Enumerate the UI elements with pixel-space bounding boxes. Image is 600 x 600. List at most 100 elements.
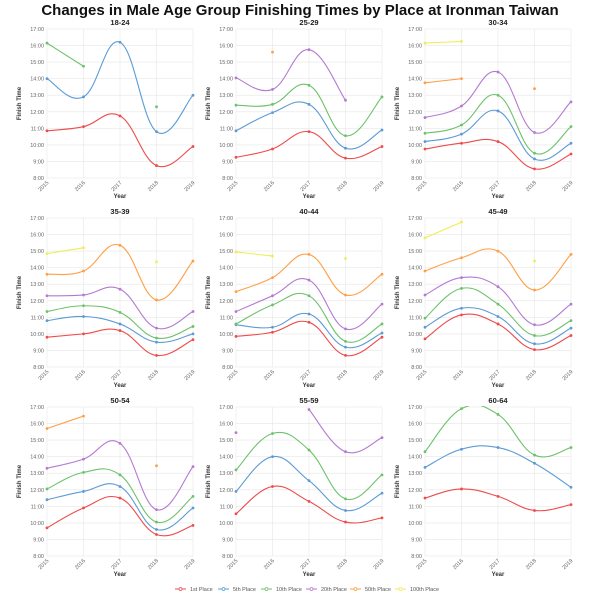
legend-swatch-marker: [353, 587, 358, 591]
legend-label: 10th Place: [276, 587, 302, 593]
x-tick-label: 2018: [525, 558, 538, 571]
y-tick-label: 15:00: [219, 60, 233, 66]
data-point: [45, 77, 49, 81]
data-point: [380, 128, 384, 132]
data-point: [191, 332, 195, 336]
data-point: [533, 323, 536, 327]
x-tick-label: 2015: [227, 369, 240, 382]
panel-50-54: 50-54 8:00 9:00 10:00 11:00 12:00 13:00 14:00 15…: [17, 396, 196, 578]
panel-40-44: 40-44 8:00 9:00 10:00 11:00 12:00 13:00 14:00 15…: [206, 207, 385, 389]
y-axis-label: Finish Time: [17, 86, 23, 120]
series-line-20th-place: [47, 440, 193, 511]
panel-35-39: 35-39 8:00 9:00 10:00 11:00 12:00 13:00 14:00 15…: [17, 207, 196, 389]
data-point: [569, 253, 573, 256]
y-tick-label: 14:00: [219, 455, 233, 461]
data-point: [460, 132, 463, 136]
data-point: [118, 322, 122, 326]
y-tick-label: 17:00: [219, 27, 233, 33]
y-tick-label: 9:00: [222, 537, 233, 543]
y-tick-label: 11:00: [31, 315, 44, 321]
data-point: [423, 316, 427, 320]
data-point: [155, 528, 158, 531]
series-line-50th-place: [425, 78, 462, 84]
data-point: [82, 269, 85, 273]
x-axis-label: Year: [492, 383, 505, 389]
data-point: [344, 327, 347, 331]
y-tick-label: 14:00: [408, 455, 422, 461]
data-point: [423, 81, 427, 85]
data-point: [45, 526, 49, 530]
panel-title: 30-34: [488, 18, 508, 27]
data-point: [82, 332, 85, 336]
data-point: [271, 147, 274, 151]
x-tick-label: 2017: [111, 369, 124, 382]
data-point: [569, 152, 573, 156]
y-tick-label: 13:00: [30, 282, 44, 288]
data-point: [380, 436, 384, 440]
series-line-100th-place: [47, 247, 84, 255]
y-tick-label: 9:00: [411, 348, 422, 354]
x-axis-label: Year: [114, 572, 127, 578]
data-point: [271, 455, 274, 459]
data-point: [569, 141, 573, 145]
y-tick-label: 10:00: [408, 521, 422, 527]
data-point: [191, 325, 195, 328]
x-tick-label: 2018: [336, 369, 349, 382]
data-point: [460, 123, 463, 127]
data-point: [45, 466, 49, 470]
data-point: [460, 220, 463, 224]
data-point: [307, 312, 311, 316]
y-tick-label: 13:00: [219, 93, 233, 99]
data-point: [533, 131, 536, 134]
y-tick-label: 12:00: [30, 488, 44, 494]
data-point: [423, 496, 427, 500]
legend-item: 10th Place: [261, 587, 302, 593]
data-point: [569, 326, 573, 330]
data-point: [380, 322, 384, 326]
x-tick-label: 2015: [416, 558, 429, 571]
y-tick-label: 8:00: [411, 554, 422, 560]
legend-item: 5th Place: [218, 587, 256, 593]
data-point: [155, 130, 158, 134]
series-line-100th-place: [425, 40, 462, 44]
y-tick-label: 13:00: [408, 282, 422, 288]
y-tick-label: 8:00: [411, 176, 422, 182]
data-point: [344, 146, 347, 150]
legend-item: 1st Place: [175, 587, 213, 593]
y-tick-label: 9:00: [33, 159, 44, 165]
data-point: [155, 520, 158, 524]
y-axis-label: Finish Time: [206, 275, 212, 309]
data-point: [344, 509, 347, 512]
y-tick-label: 11:00: [31, 504, 44, 510]
data-point: [307, 278, 311, 282]
data-point: [271, 294, 274, 298]
data-point: [533, 461, 536, 465]
data-point: [496, 70, 500, 74]
data-point: [496, 140, 500, 143]
y-tick-label: 10:00: [30, 332, 44, 338]
x-axis-label: Year: [303, 383, 316, 389]
data-point: [271, 254, 274, 258]
panel-45-49: 45-49 8:00 9:00 10:00 11:00 12:00 13:00 14:00 15…: [395, 207, 574, 389]
data-point: [82, 64, 85, 68]
data-point: [307, 320, 311, 324]
y-tick-label: 8:00: [33, 176, 44, 182]
data-point: [155, 336, 158, 340]
series-line-10th-place: [47, 42, 84, 67]
data-point: [533, 288, 536, 292]
data-point: [118, 114, 122, 118]
data-point: [271, 485, 274, 488]
data-point: [423, 236, 427, 240]
data-point: [118, 442, 122, 445]
data-point: [460, 104, 463, 108]
data-point: [460, 447, 463, 451]
x-tick-label: 2018: [336, 180, 349, 193]
y-axis-label: Finish Time: [17, 275, 23, 309]
data-point: [423, 140, 427, 143]
y-tick-label: 17:00: [408, 27, 422, 33]
data-point: [118, 329, 122, 332]
y-tick-label: 10:00: [219, 332, 233, 338]
x-tick-label: 2019: [562, 558, 575, 571]
x-tick-label: 2018: [147, 558, 160, 571]
